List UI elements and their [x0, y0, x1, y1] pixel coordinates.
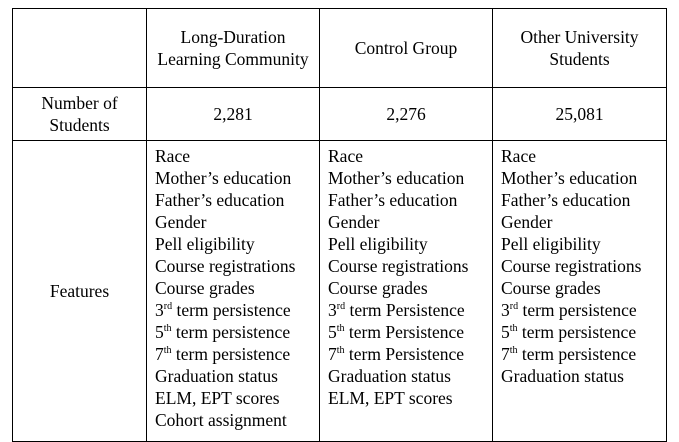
feature-item: Father’s education — [155, 190, 285, 210]
header-row: Long-Duration Learning Community Control… — [12, 8, 667, 88]
feature-item: Gender — [328, 212, 380, 232]
comparison-table: Long-Duration Learning Community Control… — [12, 8, 667, 442]
header-control-group: Control Group — [319, 8, 493, 88]
feature-item: Course grades — [328, 278, 428, 298]
feature-item: Course registrations — [155, 256, 296, 276]
feature-item: Race — [155, 146, 190, 166]
feature-item: Father’s education — [501, 190, 631, 210]
feature-item: Graduation status — [155, 366, 278, 386]
feature-item: 5th term persistence — [501, 322, 637, 342]
header-empty-cell — [12, 8, 147, 88]
feature-item: Gender — [501, 212, 553, 232]
feature-item: 7th term persistence — [155, 344, 291, 364]
feature-item: Mother’s education — [501, 168, 638, 188]
feature-item: Pell eligibility — [155, 234, 255, 254]
header-learning-community-label: Long-Duration Learning Community — [157, 27, 309, 69]
feature-item: ELM, EPT scores — [328, 388, 453, 408]
header-control-group-label: Control Group — [354, 38, 458, 58]
header-learning-community: Long-Duration Learning Community — [146, 8, 320, 88]
count-control-group: 2,276 — [319, 87, 493, 141]
features-learning-community: Race Mother’s education Father’s education… — [146, 140, 320, 442]
feature-item: Gender — [155, 212, 207, 232]
feature-item: Graduation status — [501, 366, 624, 386]
features-control-group: Race Mother’s education Father’s education… — [319, 140, 493, 442]
feature-item: Course grades — [155, 278, 255, 298]
feature-item: 3rd term persistence — [155, 300, 291, 320]
count-other-students: 25,081 — [492, 87, 667, 141]
feature-item: Course registrations — [501, 256, 642, 276]
feature-item: Pell eligibility — [328, 234, 428, 254]
feature-item: Pell eligibility — [501, 234, 601, 254]
feature-item: Course registrations — [328, 256, 469, 276]
count-row: Number of Students 2,281 2,276 25,081 — [12, 87, 667, 141]
feature-item: Course grades — [501, 278, 601, 298]
count-learning-community: 2,281 — [146, 87, 320, 141]
feature-item: Mother’s education — [328, 168, 465, 188]
feature-item: Father’s education — [328, 190, 458, 210]
feature-item: 5th term persistence — [155, 322, 291, 342]
features-row: Features Race Mother’s education Father’s … — [12, 140, 667, 442]
header-other-students-label: Other University Students — [520, 27, 639, 69]
feature-item: 7th term Persistence — [328, 344, 465, 364]
feature-item: Graduation status — [328, 366, 451, 386]
feature-item: ELM, EPT scores — [155, 388, 280, 408]
features-row-label: Features — [12, 140, 147, 442]
feature-item: 3rd term persistence — [501, 300, 637, 320]
feature-item: 5th term Persistence — [328, 322, 465, 342]
features-other-students: Race Mother’s education Father’s education… — [492, 140, 667, 442]
count-row-label: Number of Students — [12, 87, 147, 141]
count-row-label-text: Number of Students — [41, 93, 118, 135]
feature-item: Cohort assignment — [155, 410, 287, 430]
feature-item: Mother’s education — [155, 168, 292, 188]
feature-item: 3rd term Persistence — [328, 300, 465, 320]
feature-item: Race — [501, 146, 536, 166]
feature-item: Race — [328, 146, 363, 166]
feature-item: 7th term persistence — [501, 344, 637, 364]
header-other-students: Other University Students — [492, 8, 667, 88]
